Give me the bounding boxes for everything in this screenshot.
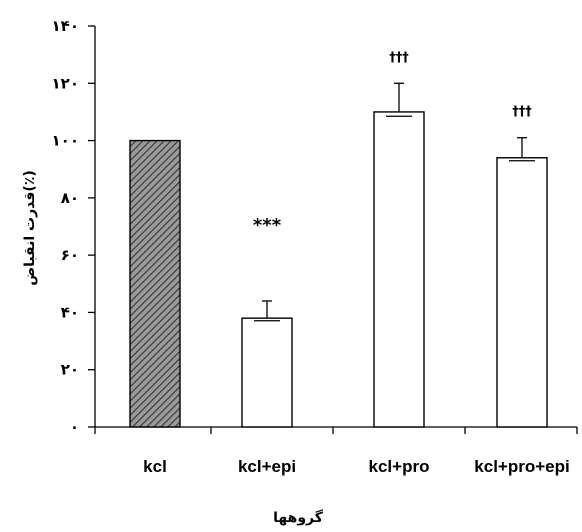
bar-2 xyxy=(374,112,424,427)
significance-marker: *** xyxy=(253,215,282,236)
x-axis-title: گروهها xyxy=(273,509,324,526)
y-tick-label: ١٠٠ xyxy=(52,132,79,150)
x-category-label: kcl+pro+epi xyxy=(474,457,569,476)
bar-1 xyxy=(242,318,292,427)
significance-marker: ††† xyxy=(389,50,409,65)
y-tick-label: ١٢٠ xyxy=(52,74,79,92)
x-category-label: kcl xyxy=(143,457,167,476)
bar-0 xyxy=(130,141,180,427)
y-tick-label: ۶٠ xyxy=(61,246,79,264)
bar-3 xyxy=(497,158,547,427)
y-tick-label: ۴٠ xyxy=(61,303,79,321)
y-tick-label: ١۴٠ xyxy=(52,17,79,35)
bars xyxy=(130,83,547,427)
y-axis-title: قدرت انقباض(٪) xyxy=(22,170,38,286)
x-category-label: kcl+epi xyxy=(238,457,296,476)
y-tick-label: ٢٠ xyxy=(61,361,79,379)
y-tick-label: ٨٠ xyxy=(61,189,79,207)
x-category-label: kcl+pro xyxy=(369,457,430,476)
y-tick-label: ٠ xyxy=(70,418,79,436)
labels: ٠ ٢٠ ۴٠ ۶٠ ٨٠ ١٠٠ ١٢٠ ١۴٠ kcl *** kcl+epi ††† kcl+pr… xyxy=(22,17,570,526)
significance-marker: ††† xyxy=(512,105,532,120)
